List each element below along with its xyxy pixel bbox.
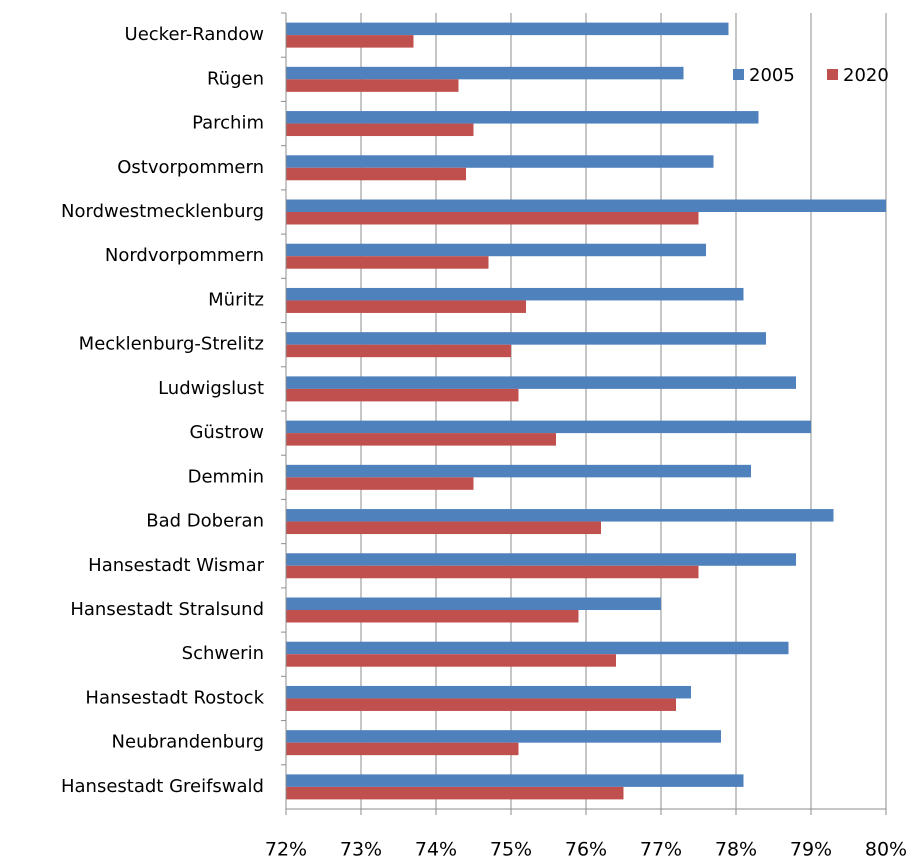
bar xyxy=(286,597,661,610)
y-tick-label: Uecker-Randow xyxy=(125,24,264,45)
bar xyxy=(286,123,474,137)
y-tick-label: Parchim xyxy=(192,113,264,134)
y-tick-label: Neubrandenburg xyxy=(112,732,264,753)
x-tick-label: 77% xyxy=(640,839,682,859)
y-tick-label: Demmin xyxy=(188,466,264,487)
bar xyxy=(286,774,744,787)
bar xyxy=(286,35,414,48)
bar xyxy=(286,199,886,212)
bar xyxy=(286,553,796,566)
bar xyxy=(286,300,526,313)
bar xyxy=(286,433,556,446)
bar xyxy=(286,167,466,181)
x-tick-label: 74% xyxy=(415,839,457,859)
bar xyxy=(286,521,601,535)
y-tick-label: Ludwigslust xyxy=(158,378,264,399)
y-tick-label: Hansestadt Rostock xyxy=(85,687,264,708)
bar xyxy=(286,256,489,269)
y-tick-label: Bad Doberan xyxy=(146,511,264,532)
bar xyxy=(286,685,691,699)
x-tick-label: 73% xyxy=(340,839,382,859)
bar xyxy=(286,388,519,402)
bar xyxy=(286,730,721,743)
bar xyxy=(286,111,759,124)
legend-swatch xyxy=(827,69,838,80)
y-tick-label: Ostvorpommern xyxy=(117,157,264,178)
bar xyxy=(286,212,699,225)
y-tick-label: Güstrow xyxy=(189,422,264,443)
bar xyxy=(286,641,789,655)
x-tick-label: 75% xyxy=(490,839,532,859)
bar xyxy=(286,66,684,80)
bar xyxy=(286,464,751,478)
y-tick-label: Hansestadt Wismar xyxy=(88,555,264,576)
bar xyxy=(286,376,796,389)
bar xyxy=(286,332,766,345)
x-tick-label: 79% xyxy=(790,839,832,859)
bar xyxy=(286,698,676,711)
bar xyxy=(286,509,834,522)
legend-label: 2020 xyxy=(843,65,889,86)
x-tick-label: 78% xyxy=(715,839,757,859)
bar xyxy=(286,420,811,434)
bar xyxy=(286,742,519,756)
y-tick-label: Nordwestmecklenburg xyxy=(61,201,264,222)
bar xyxy=(286,155,714,168)
y-tick-label: Hansestadt Stralsund xyxy=(70,599,264,620)
x-tick-label: 76% xyxy=(565,839,607,859)
bar xyxy=(286,243,706,257)
y-tick-label: Nordvorpommern xyxy=(105,245,264,266)
bar xyxy=(286,344,511,358)
x-tick-label: 72% xyxy=(265,839,307,859)
bar xyxy=(286,79,459,92)
y-tick-label: Schwerin xyxy=(182,643,264,664)
bar xyxy=(286,565,699,579)
bar xyxy=(286,786,624,800)
bar xyxy=(286,287,744,301)
legend-swatch xyxy=(733,69,744,80)
bar xyxy=(286,477,474,490)
bar xyxy=(286,22,729,36)
y-tick-label: Mecklenburg-Strelitz xyxy=(79,334,264,355)
x-tick-label: 80% xyxy=(865,839,907,859)
y-tick-label: Müritz xyxy=(208,289,264,310)
y-tick-label: Rügen xyxy=(207,68,264,89)
y-tick-label: Hansestadt Greifswald xyxy=(61,776,264,797)
bar xyxy=(286,610,579,623)
legend-label: 2005 xyxy=(749,65,795,86)
bar xyxy=(286,654,616,667)
